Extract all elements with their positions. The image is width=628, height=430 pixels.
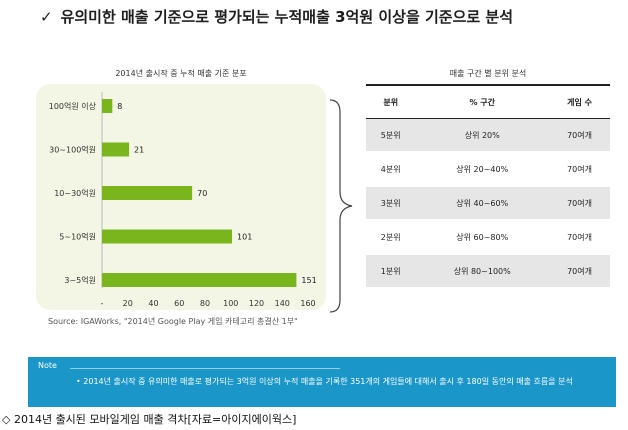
bar xyxy=(102,273,297,287)
table-cell: 1분위 xyxy=(366,254,416,289)
bar xyxy=(102,142,130,157)
headline-text: 유의미한 매출 기준으로 평가되는 누적매출 3억원 이상을 기준으로 분석 xyxy=(60,8,513,26)
bar-value-label: 151 xyxy=(301,276,316,285)
chart-source: Source: IGAWorks, "2014년 Google Play 게임 … xyxy=(48,317,298,326)
bar-value-label: 8 xyxy=(117,102,122,111)
table-cell: 4분위 xyxy=(366,152,416,187)
headline: ✓ 유의미한 매출 기준으로 평가되는 누적매출 3억원 이상을 기준으로 분석 xyxy=(40,6,513,27)
bar xyxy=(102,229,233,244)
category-label: 3~5억원 xyxy=(64,275,96,285)
table-row: 3분위 상위 40~60% 70여개 xyxy=(366,186,610,221)
chart-title: 2014년 출시작 중 누적 매출 기준 분포 xyxy=(115,69,247,78)
table-title: 매출 구간 별 분위 분석 xyxy=(449,69,527,78)
table-cell: 70여개 xyxy=(549,220,610,255)
check-icon: ✓ xyxy=(40,8,53,26)
category-label: 10~30억원 xyxy=(54,188,96,198)
table-cell: 70여개 xyxy=(549,152,610,187)
table-row: 5분위 상위 20% 70여개 xyxy=(366,118,610,153)
table-row: 1분위 상위 80~100% 70여개 xyxy=(366,254,610,289)
column-header: 게임 수 xyxy=(549,84,610,119)
category-label: 5~10억원 xyxy=(59,232,96,242)
table-cell: 상위 20% xyxy=(415,118,550,153)
x-tick-label: 40 xyxy=(148,299,158,308)
bar-chart: 100억원 이상 8 30~100억원 21 10~30억원 70 5~10억원 101 3~5… xyxy=(49,92,317,308)
table-cell: 70여개 xyxy=(549,186,610,221)
bar-value-label: 21 xyxy=(134,146,144,155)
table-cell: 3분위 xyxy=(366,186,416,221)
x-tick-label: - xyxy=(101,299,104,308)
bar-value-label: 101 xyxy=(237,233,252,242)
bar xyxy=(102,186,193,200)
table-cell: 상위 40~60% xyxy=(415,186,550,221)
bar xyxy=(102,99,113,113)
x-tick-label: 80 xyxy=(200,299,210,308)
x-tick-label: 120 xyxy=(249,299,264,308)
x-tick-label: 100 xyxy=(223,299,238,308)
column-header: % 구간 xyxy=(415,84,550,119)
table-header-row: 분위 % 구간 게임 수 xyxy=(366,84,610,119)
category-label: 100억원 이상 xyxy=(49,101,97,111)
table-row: 4분위 상위 20~40% 70여개 xyxy=(366,152,610,187)
x-tick-label: 140 xyxy=(275,299,290,308)
note-label: Note xyxy=(38,361,57,370)
table-cell: 70여개 xyxy=(549,254,610,289)
category-label: 30~100억원 xyxy=(49,145,96,155)
table-cell: 70여개 xyxy=(549,118,610,153)
x-tick-label: 60 xyxy=(174,299,184,308)
table-cell: 2분위 xyxy=(366,220,416,255)
note-box: Note • 2014년 출시작 중 유의미한 매출로 평가되는 3억원 이상의… xyxy=(28,357,616,407)
x-tick-label: 20 xyxy=(123,299,133,308)
table-cell: 상위 20~40% xyxy=(415,152,550,187)
x-tick-label: 160 xyxy=(300,299,315,308)
table-cell: 상위 80~100% xyxy=(415,254,550,289)
column-header: 분위 xyxy=(366,84,416,119)
figure-caption: ◇ 2014년 출시된 모바일게임 매출 격차[자료=아이지에이웍스] xyxy=(2,413,297,426)
table-row: 2분위 상위 60~80% 70여개 xyxy=(366,220,610,255)
note-text: • 2014년 출시작 중 유의미한 매출로 평가되는 3억원 이상의 누적 매… xyxy=(76,377,573,386)
bar-value-label: 70 xyxy=(197,189,207,198)
note-divider xyxy=(70,368,340,369)
table-cell: 5분위 xyxy=(366,118,416,153)
quintile-table: 분위 % 구간 게임 수 5분위 상위 20% 70여개 4분위 상위 20~4… xyxy=(366,84,610,289)
curly-brace-icon xyxy=(329,99,353,313)
table-cell: 상위 60~80% xyxy=(415,220,550,255)
chart-panel: 100억원 이상 8 30~100억원 21 10~30억원 70 5~10억원 101 3~5… xyxy=(36,84,326,310)
